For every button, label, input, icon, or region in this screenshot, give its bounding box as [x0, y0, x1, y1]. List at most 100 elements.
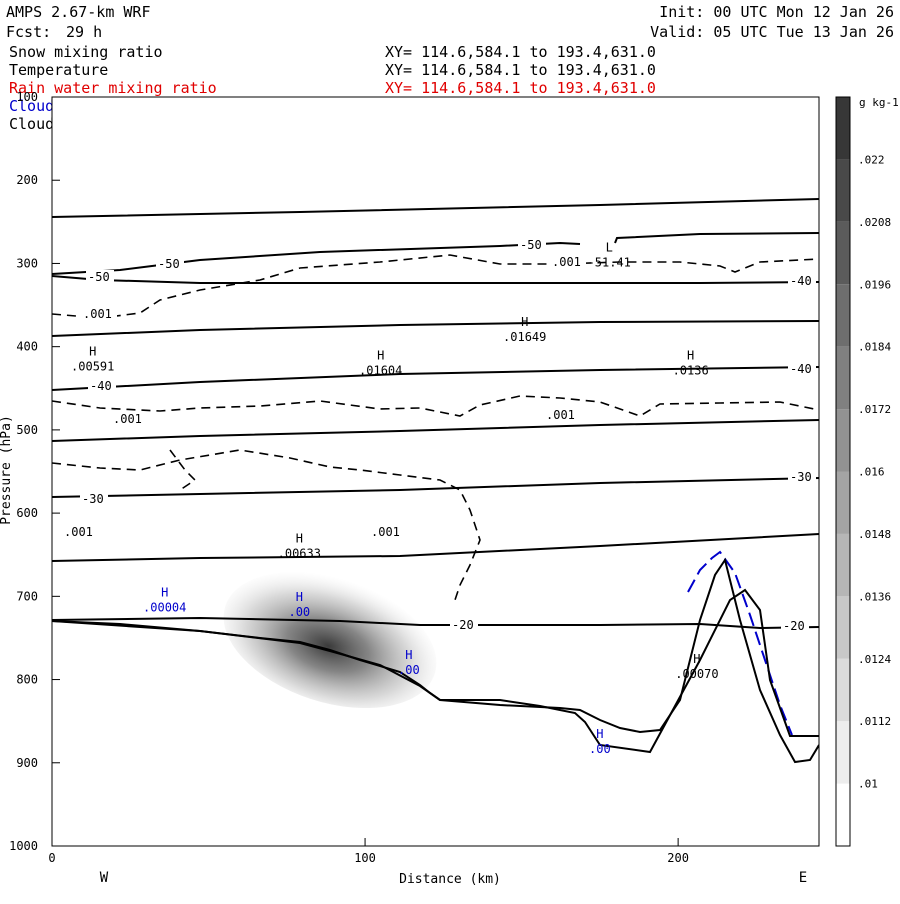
colorbar-label: .0184 — [858, 341, 891, 354]
colorbar-swatch — [836, 596, 850, 659]
forecast-hours: 29 h — [66, 23, 102, 41]
extremum-value: .00004 — [143, 601, 186, 615]
isotherm-line — [52, 320, 819, 337]
isotherm-line — [614, 232, 819, 244]
contour-labels: -50 -50 -50 -40 -40 -40 -30 -30 -20 -20 .001 .001 .0… — [62, 238, 816, 633]
extremum-value: .00 — [589, 742, 611, 756]
snow-contour-label: .001 — [64, 525, 93, 539]
isotherm-line — [52, 419, 819, 442]
isotherm-line — [52, 241, 581, 275]
isotherm-label: -40 — [790, 274, 812, 288]
cloud-water-contour — [687, 550, 793, 736]
colorbar-label: .0136 — [858, 590, 891, 603]
field-name: Snow mixing ratio — [9, 43, 163, 61]
isotherm-line — [52, 616, 819, 630]
colorbar-swatch — [836, 783, 850, 846]
forecast-label: Fcst: — [6, 23, 51, 41]
west-label: W — [100, 870, 109, 886]
label-mask — [518, 238, 546, 252]
isotherm-label: -50 — [520, 238, 542, 252]
colorbar-swatch — [836, 471, 850, 534]
label-mask — [450, 618, 478, 632]
extremum-kind: H — [687, 348, 694, 362]
field-name: Temperature — [9, 61, 108, 79]
isotherm-line — [52, 533, 819, 562]
colorbar-label: .0196 — [858, 278, 891, 291]
colorbar-label: .0148 — [858, 528, 891, 541]
extremum-value: .00070 — [675, 667, 718, 681]
extremum-value: .00 — [288, 605, 310, 619]
extremum-kind: H — [296, 532, 303, 546]
extremum-value: .01649 — [503, 330, 546, 344]
label-mask — [788, 362, 816, 376]
x-tick-label: 100 — [354, 851, 376, 865]
valid-time: Valid: 05 UTC Tue 13 Jan 26 — [650, 23, 894, 41]
extremum-value: -51.41 — [588, 255, 631, 269]
y-tick-label: 200 — [16, 173, 38, 187]
snow-shading — [223, 571, 437, 709]
extremum-value: .00591 — [71, 359, 114, 373]
field-xy: XY= 114.6,584.1 to 193.4,631.0 — [385, 61, 656, 79]
extremum-kind: H — [521, 315, 528, 329]
extremum-kind: H — [296, 590, 303, 604]
colorbar-swatch — [836, 409, 850, 472]
label-mask — [111, 412, 147, 426]
isotherm-line — [52, 198, 819, 218]
isotherm-label: -40 — [90, 379, 112, 393]
model-title: AMPS 2.67-km WRF — [6, 3, 151, 21]
y-tick-label: 1000 — [9, 839, 38, 853]
colorbar-label: .0124 — [858, 653, 891, 666]
colorbar-frame — [835, 96, 851, 847]
extremum-kind: L — [606, 240, 613, 254]
isotherm-label: -50 — [158, 257, 180, 271]
y-axis: 100 200 300 400 500 600 700 800 900 1000 — [9, 90, 60, 853]
colorbar-swatch — [836, 346, 850, 410]
isotherm-line — [52, 477, 819, 498]
plot-frame — [51, 96, 820, 847]
extremum-kind: H — [377, 348, 384, 362]
isotherm-label: -40 — [790, 362, 812, 376]
extremum-value: .00633 — [278, 547, 321, 561]
colorbar: .01 .0112 .0124 .0136 .0148 .016 .0172 .0184 .01… — [835, 96, 891, 847]
label-mask — [544, 408, 580, 422]
x-tick-label: 200 — [667, 851, 689, 865]
field-xy: XY= 114.6,584.1 to 193.4,631.0 — [385, 79, 656, 97]
snow-contour-label: .001 — [83, 307, 112, 321]
isotherm-label: -20 — [783, 619, 805, 633]
snow-contour-label: .001 — [552, 255, 581, 269]
extremum-kind: H — [89, 344, 96, 358]
x-axis: 0 100 200 — [48, 838, 689, 865]
colorbar-swatch — [836, 721, 850, 784]
y-tick-label: 500 — [16, 423, 38, 437]
extremum-kind: H — [693, 652, 700, 666]
y-tick-label: 100 — [16, 90, 38, 104]
y-tick-label: 400 — [16, 340, 38, 354]
colorbar-swatch — [836, 221, 850, 285]
colorbar-swatch — [836, 533, 850, 597]
colorbar-label: .0112 — [858, 715, 891, 728]
extremum-value: .00 — [398, 663, 420, 677]
extrema-labels: H.00591H.01649H.01604H.0136L-51.41H.0063… — [71, 240, 719, 756]
x-axis-title: Distance (km) — [399, 872, 501, 887]
y-tick-label: 900 — [16, 756, 38, 770]
isotherm-label: -50 — [88, 270, 110, 284]
extremum-kind: H — [596, 727, 603, 741]
colorbar-unit: g kg-1 — [859, 96, 899, 109]
field-xy: XY= 114.6,584.1 to 193.4,631.0 — [385, 43, 656, 61]
isotherm-label: -30 — [82, 492, 104, 506]
label-mask — [81, 307, 117, 321]
label-mask — [88, 379, 116, 393]
terrain-line — [52, 557, 819, 764]
y-axis-title: Pressure (hPa) — [0, 415, 14, 525]
label-mask — [788, 470, 816, 484]
isotherm-line — [52, 366, 819, 391]
snow-contour-line — [52, 395, 819, 417]
field-name: Rain water mixing ratio — [9, 79, 217, 97]
snow-contour-label: .001 — [113, 412, 142, 426]
snow-contour-line — [52, 254, 819, 319]
colorbar-swatch — [836, 658, 850, 722]
label-mask — [788, 274, 816, 288]
extremum-kind: H — [161, 586, 168, 600]
y-tick-label: 700 — [16, 589, 38, 603]
label-mask — [369, 525, 405, 539]
